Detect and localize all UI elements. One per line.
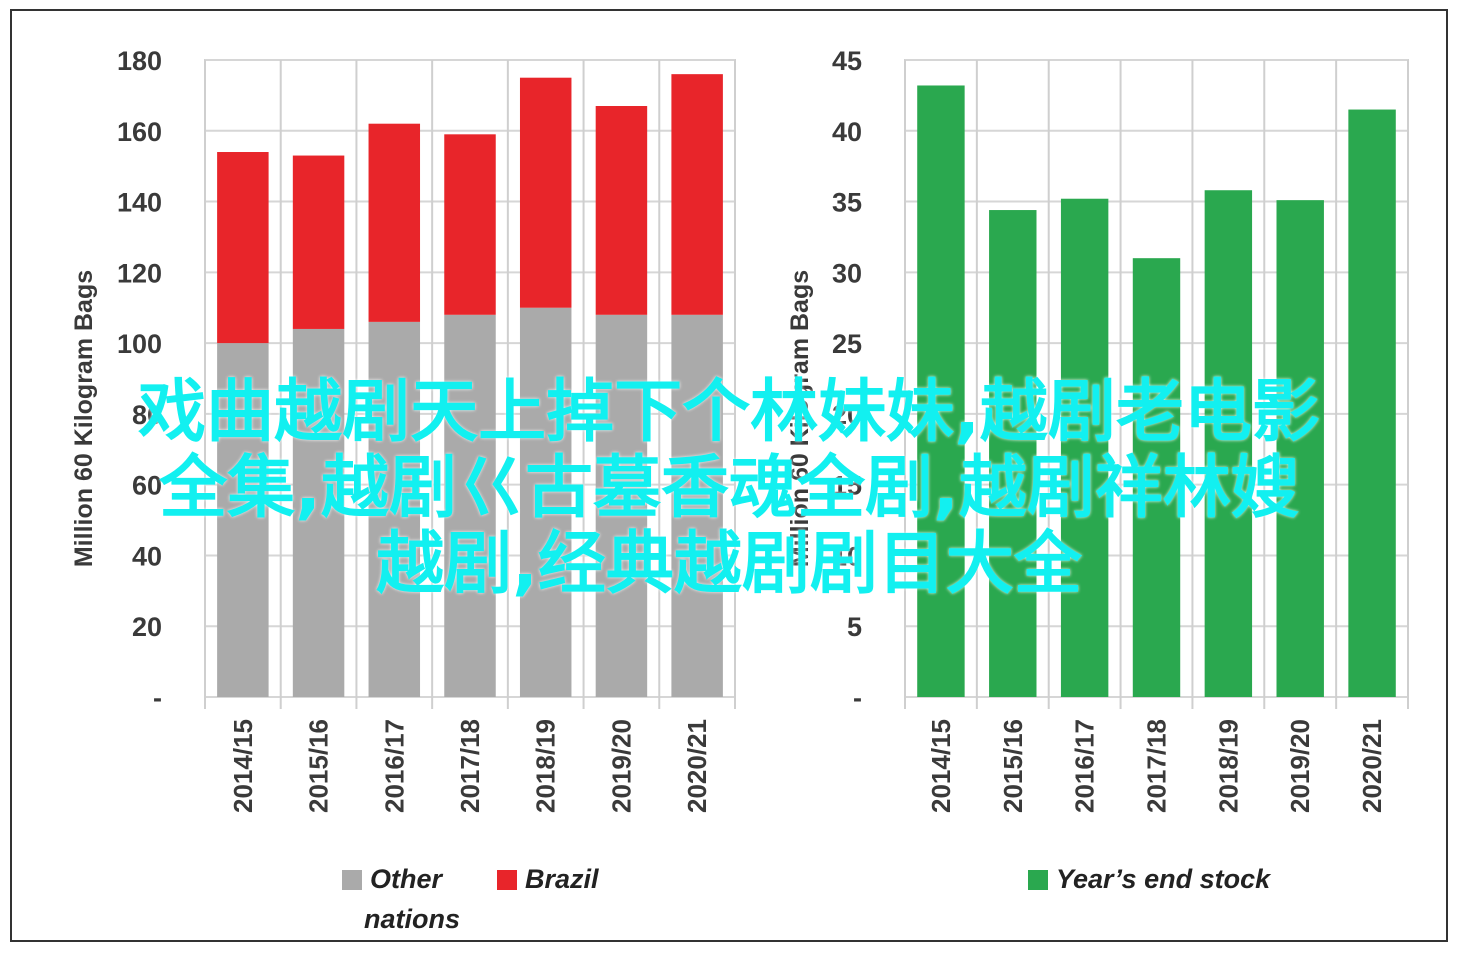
chart1-ytick-label: 20 — [132, 612, 162, 642]
chart1-legend-swatch — [342, 870, 362, 890]
chart2-bar-year-s-end-stock — [1276, 200, 1324, 697]
chart1-legend-swatch — [497, 870, 517, 890]
chart2-ytick-label: 25 — [832, 329, 862, 359]
chart1-ylabel: Million 60 Kilogram Bags — [70, 270, 98, 567]
chart2-bar-year-s-end-stock — [1204, 190, 1253, 697]
chart2-xtick-label: 2015/16 — [998, 719, 1028, 813]
chart2-xtick-label: 2017/18 — [1142, 719, 1172, 813]
chart1-ytick-label: 140 — [117, 188, 162, 218]
chart2-xtick-label: 2019/20 — [1285, 719, 1315, 813]
chart1-bar-brazil — [595, 106, 648, 315]
chart1-bar-other-nations — [671, 314, 723, 697]
chart1-legend-label: Other — [370, 864, 444, 894]
chart1-ytick-label: - — [153, 683, 162, 713]
chart2-ytick-label: 10 — [832, 541, 862, 571]
chart2-ytick-label: - — [853, 683, 862, 713]
chart2-ytick-label: 40 — [832, 117, 862, 147]
chart1-bar-other-nations — [292, 328, 345, 697]
chart1-ytick-label: 180 — [117, 46, 162, 76]
chart1-bar-other-nations — [217, 343, 269, 697]
chart1-bar-brazil — [368, 123, 421, 322]
chart1-ytick-label: 120 — [117, 258, 162, 288]
chart2-xtick-label: 2018/19 — [1213, 719, 1243, 813]
chart1-bar-brazil — [519, 77, 572, 308]
chart2-legend-swatch — [1028, 870, 1048, 890]
chart1-bar-other-nations — [519, 307, 572, 697]
chart1-ytick-label: 100 — [117, 329, 162, 359]
chart2-bar-year-s-end-stock — [1132, 258, 1181, 697]
chart1-ytick-label: 40 — [132, 541, 162, 571]
chart2-bar-year-s-end-stock — [989, 210, 1037, 697]
chart2-ytick-label: 5 — [847, 612, 862, 642]
chart2-ytick-label: 20 — [832, 400, 862, 430]
chart2-ylabel: Million 60 Kilogram Bags — [786, 270, 814, 567]
chart1-xtick-label: 2017/18 — [455, 719, 485, 813]
chart1-bar-brazil — [292, 155, 345, 329]
chart1-xtick-label: 2019/20 — [606, 719, 636, 813]
chart2-bar-year-s-end-stock — [1060, 198, 1109, 698]
chart1-bar-other-nations — [595, 314, 648, 697]
chart2-ytick-label: 35 — [832, 188, 862, 218]
chart1-ytick-label: 160 — [117, 117, 162, 147]
chart1-xtick-label: 2014/15 — [228, 719, 258, 813]
chart1-bar-brazil — [444, 134, 496, 315]
chart2-legend-label: Year’s end stock — [1056, 864, 1272, 894]
chart1-xtick-label: 2016/17 — [379, 719, 409, 813]
chart1-xtick-label: 2018/19 — [531, 719, 561, 813]
chart2-xtick-label: 2014/15 — [926, 719, 956, 813]
chart2-bar-year-s-end-stock — [917, 85, 965, 698]
chart2-ytick-label: 45 — [832, 46, 862, 76]
chart1-ytick-label: 60 — [132, 471, 162, 501]
chart1-bar-other-nations — [368, 321, 421, 697]
chart1-legend-label: Brazil — [525, 864, 599, 894]
chart2-ytick-label: 15 — [832, 471, 862, 501]
chart1-ytick-label: 80 — [132, 400, 162, 430]
chart1-bar-brazil — [671, 74, 723, 315]
chart1-legend-label-line2: nations — [364, 904, 460, 934]
chart1-bar-other-nations — [444, 314, 496, 697]
chart2-xtick-label: 2016/17 — [1070, 719, 1100, 813]
chart1-bar-brazil — [217, 152, 269, 344]
chart1-xtick-label: 2015/16 — [304, 719, 334, 813]
chart2-ytick-label: 30 — [832, 258, 862, 288]
chart2-xtick-label: 2020/21 — [1357, 719, 1387, 813]
chart1-xtick-label: 2020/21 — [682, 719, 712, 813]
chart2-bar-year-s-end-stock — [1348, 109, 1396, 698]
